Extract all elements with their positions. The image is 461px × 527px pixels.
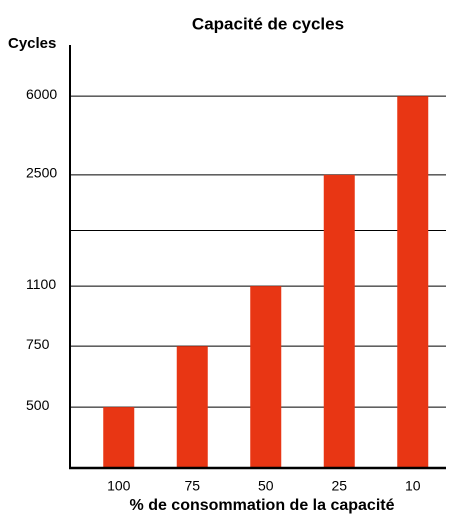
y-tick-label: 750 (26, 336, 50, 352)
y-tick-label: 1100 (26, 276, 56, 292)
x-tick-label: 75 (184, 478, 200, 494)
bar (103, 407, 135, 468)
y-axis-label: Cycles (8, 35, 56, 52)
x-tick-label: 50 (258, 478, 274, 494)
y-tick-label: 500 (26, 397, 50, 413)
bar (176, 346, 208, 468)
x-tick-label: 25 (331, 478, 347, 494)
chart-title: Capacité de cycles (192, 14, 344, 33)
y-tick-label: 2500 (26, 165, 57, 181)
x-tick-label: 100 (107, 478, 131, 494)
bar (250, 286, 282, 468)
y-tick-label: 6000 (26, 86, 57, 102)
bar (323, 174, 355, 468)
x-axis-label: % de consommation de la capacité (130, 497, 395, 514)
x-tick-label: 10 (405, 478, 421, 494)
bar (397, 96, 429, 469)
